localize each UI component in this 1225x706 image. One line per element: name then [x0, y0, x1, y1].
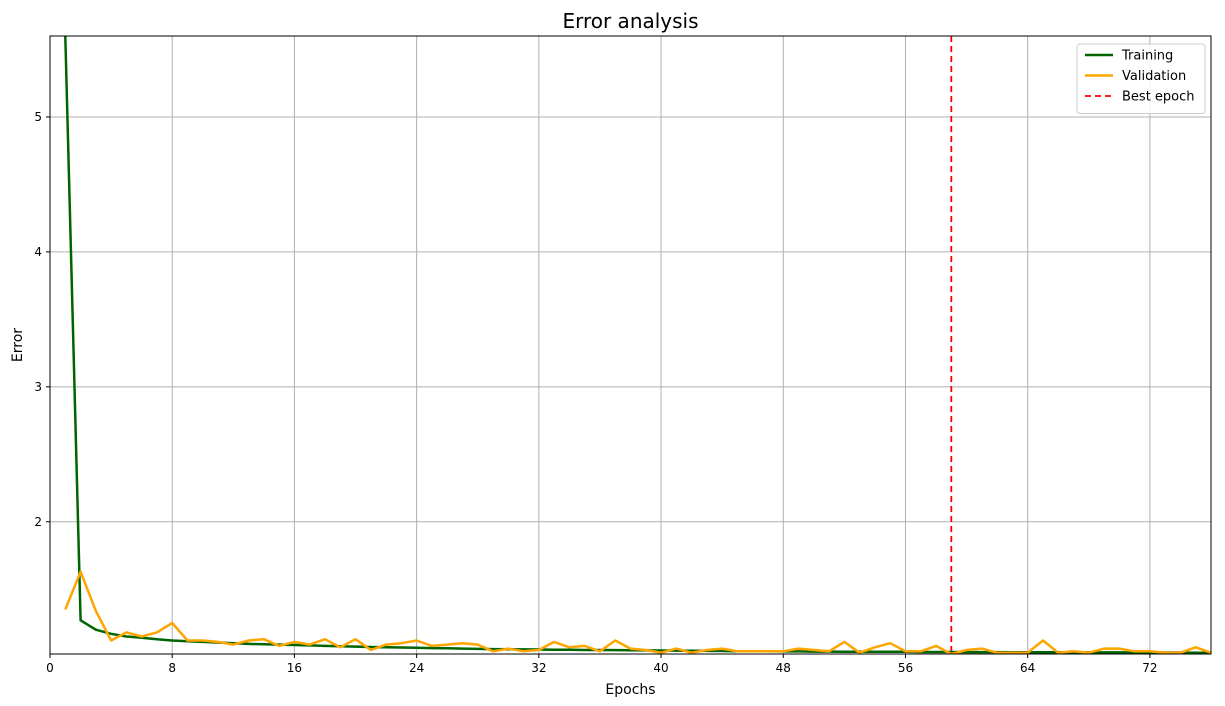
x-tick-label: 64 — [1020, 661, 1035, 675]
x-axis-ticks: 0 8 16 24 32 40 48 56 64 72 — [46, 654, 1158, 675]
legend-label-training: Training — [1121, 49, 1173, 64]
series-lines — [64, 36, 1211, 654]
chart-title: Error analysis — [562, 9, 698, 33]
y-axis-title: Error — [10, 328, 26, 362]
legend-label-best-epoch: Best epoch — [1122, 90, 1195, 105]
x-tick-label: 32 — [531, 661, 546, 675]
y-tick-label: 3 — [34, 380, 42, 394]
x-tick-label: 16 — [287, 661, 302, 675]
legend-label-validation: Validation — [1122, 69, 1186, 84]
y-tick-label: 4 — [34, 245, 42, 259]
grid — [49, 36, 1211, 654]
x-tick-label: 24 — [409, 661, 424, 675]
x-tick-label: 40 — [653, 661, 668, 675]
x-tick-label: 8 — [168, 661, 176, 675]
legend: Training Validation Best epoch — [1076, 43, 1206, 114]
training-line — [64, 36, 1211, 654]
x-tick-label: 48 — [776, 661, 791, 675]
x-tick-label: 72 — [1142, 661, 1157, 675]
y-tick-label: 5 — [34, 110, 42, 124]
plot-frame — [49, 35, 1212, 655]
x-tick-label: 0 — [46, 661, 54, 675]
x-tick-label: 56 — [898, 661, 913, 675]
x-axis-title: Epochs — [605, 682, 655, 698]
y-axis-ticks: 2 3 4 5 — [34, 110, 50, 529]
y-tick-label: 2 — [34, 515, 42, 529]
validation-line — [64, 570, 1211, 654]
